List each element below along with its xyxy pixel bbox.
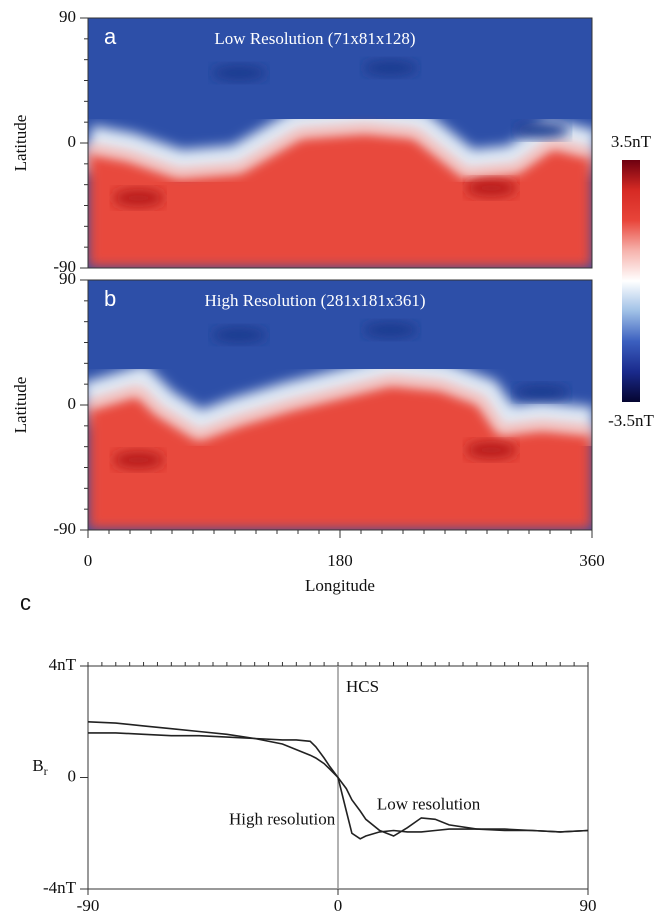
field-patch [513,122,570,139]
panel-label: c [20,590,31,615]
panel-label: a [104,24,117,49]
y-tick-label: -90 [53,519,76,538]
field-patch [211,65,268,81]
y-axis-label: Br [32,756,47,778]
field-patch [513,384,570,401]
y-axis-label-main: B [32,756,43,775]
series-label: Low resolution [377,794,481,813]
panel-label: b [104,286,116,311]
heatmap-field [88,280,592,530]
field-positive [88,128,592,268]
y-tick-label: 4nT [49,655,77,674]
y-tick-label: -4nT [43,878,77,897]
x-tick-label: 360 [579,551,605,570]
x-tick-label: -90 [77,896,100,915]
field-patch [112,451,165,469]
panel-title: Low Resolution (71x81x128) [214,29,415,48]
y-axis-label-sub: r [44,764,48,778]
series-line [87,721,589,837]
hcs-label: HCS [346,677,379,696]
panel-title: High Resolution (281x181x361) [205,291,426,310]
field-patch [465,179,518,197]
y-axis-label: Latitude [11,377,30,434]
y-tick-label: 90 [59,7,76,26]
x-tick-label: 90 [580,896,597,915]
colorbar-label: 3.5nT [611,132,652,151]
y-tick-label: 90 [59,269,76,288]
heatmap-field [88,18,592,268]
series-line [88,732,589,840]
y-tick-label: 0 [68,394,77,413]
x-tick-label: 0 [84,551,93,570]
field-patch [465,441,518,459]
y-axis-label: Latitude [11,115,30,172]
x-tick-label: 180 [327,551,353,570]
y-tick-label: -90 [53,257,76,276]
y-tick-label: 0 [68,132,77,151]
field-sheet [88,375,592,440]
series-label: High resolution [229,810,336,829]
field-patch [211,327,268,343]
y-tick-label: 0 [68,766,77,785]
field-sheet [88,123,592,178]
field-patch [112,189,165,207]
x-axis-label: Longitude [305,576,375,595]
field-patch [362,322,419,338]
field-patch [362,60,419,76]
colorbar-label: -3.5nT [608,411,654,430]
colorbar [622,160,640,402]
field-positive [88,380,592,530]
x-tick-label: 0 [334,896,343,915]
